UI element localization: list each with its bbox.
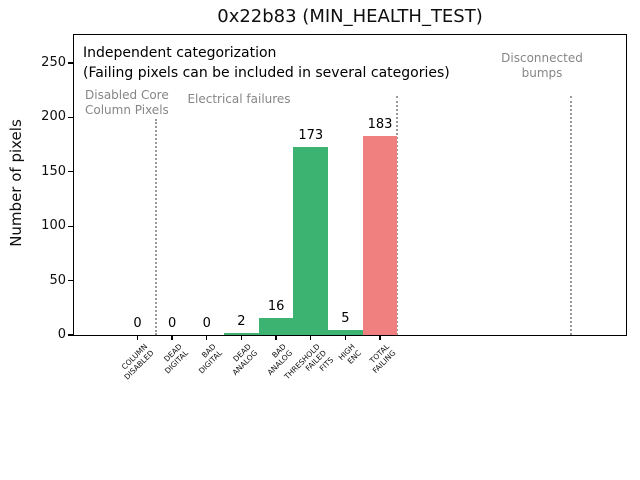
x-tick-mark bbox=[379, 336, 381, 340]
x-tick-mark bbox=[171, 336, 173, 340]
group-label-line: Disabled Core bbox=[85, 88, 169, 102]
bar-value-label: 16 bbox=[267, 299, 285, 314]
group-label-disabled-core-column-pixels: Disabled Core Column Pixels bbox=[85, 88, 169, 117]
annotation-failing-pixels-note: (Failing pixels can be included in sever… bbox=[83, 65, 450, 81]
x-tick-label-dead-analog: DEAD ANALOG bbox=[224, 342, 260, 378]
y-tick-label: 100 bbox=[41, 218, 66, 234]
annotation-independent-categorization: Independent categorization bbox=[83, 45, 277, 61]
y-tick-mark bbox=[68, 279, 73, 282]
bar-dead-analog bbox=[224, 333, 259, 335]
x-tick-label-bad-digital: BAD DIGITAL bbox=[191, 342, 225, 376]
x-tick-mark bbox=[136, 336, 139, 340]
x-tick-mark bbox=[310, 336, 312, 340]
group-label-line: bumps bbox=[521, 65, 563, 80]
bar-value-label: 5 bbox=[341, 311, 350, 326]
y-tick-mark bbox=[68, 62, 73, 64]
bar-value-label: 173 bbox=[298, 128, 324, 143]
bar-value-label: 2 bbox=[237, 314, 246, 329]
chart-title: 0x22b83 (MIN_HEALTH_TEST) bbox=[217, 6, 483, 27]
x-tick-mark bbox=[344, 336, 347, 340]
bar-value-label: 0 bbox=[133, 316, 142, 331]
bar-value-label: 0 bbox=[168, 316, 177, 331]
bar-bad-analog bbox=[258, 318, 294, 335]
group-label-disconnected-bumps: Disconnected bumps bbox=[472, 51, 612, 80]
bar-high-enc bbox=[328, 330, 363, 335]
x-tick-label-dead-digital: DEAD DIGITAL bbox=[156, 342, 190, 376]
y-tick-label: 200 bbox=[41, 109, 66, 125]
y-tick-mark bbox=[68, 171, 73, 173]
bar-value-label: 0 bbox=[202, 316, 211, 331]
y-tick-mark bbox=[68, 116, 73, 119]
y-tick-label: 50 bbox=[49, 272, 66, 288]
bar-value-label: 183 bbox=[367, 117, 393, 132]
bar-total-failing bbox=[362, 136, 398, 335]
group-label-electrical-failures: Electrical failures bbox=[169, 92, 309, 107]
y-tick-mark bbox=[68, 334, 73, 336]
separator-dotted-line bbox=[396, 96, 399, 335]
group-label-line: Column Pixels bbox=[85, 102, 169, 117]
group-label-line: Disconnected bbox=[501, 51, 583, 65]
x-tick-mark bbox=[206, 336, 208, 340]
y-tick-mark bbox=[68, 225, 73, 227]
separator-dotted-line bbox=[570, 96, 573, 335]
x-tick-label-high-enc: HIGH ENC bbox=[337, 342, 364, 369]
bar-threshold-failed-fits bbox=[293, 147, 329, 335]
y-tick-label: 150 bbox=[41, 163, 66, 179]
plot-area: Independent categorization (Failing pixe… bbox=[73, 34, 627, 336]
y-tick-label: 250 bbox=[41, 55, 66, 70]
x-tick-mark bbox=[240, 336, 243, 340]
separator-dotted-line bbox=[154, 119, 157, 335]
x-tick-label-total-failing: TOTAL FAILING bbox=[365, 342, 399, 376]
x-tick-mark bbox=[275, 336, 277, 340]
group-label-line: Electrical failures bbox=[187, 92, 291, 106]
x-tick-label-column-disabled: COLUMN DISABLED bbox=[116, 342, 156, 382]
y-tick-label: 0 bbox=[57, 327, 66, 342]
